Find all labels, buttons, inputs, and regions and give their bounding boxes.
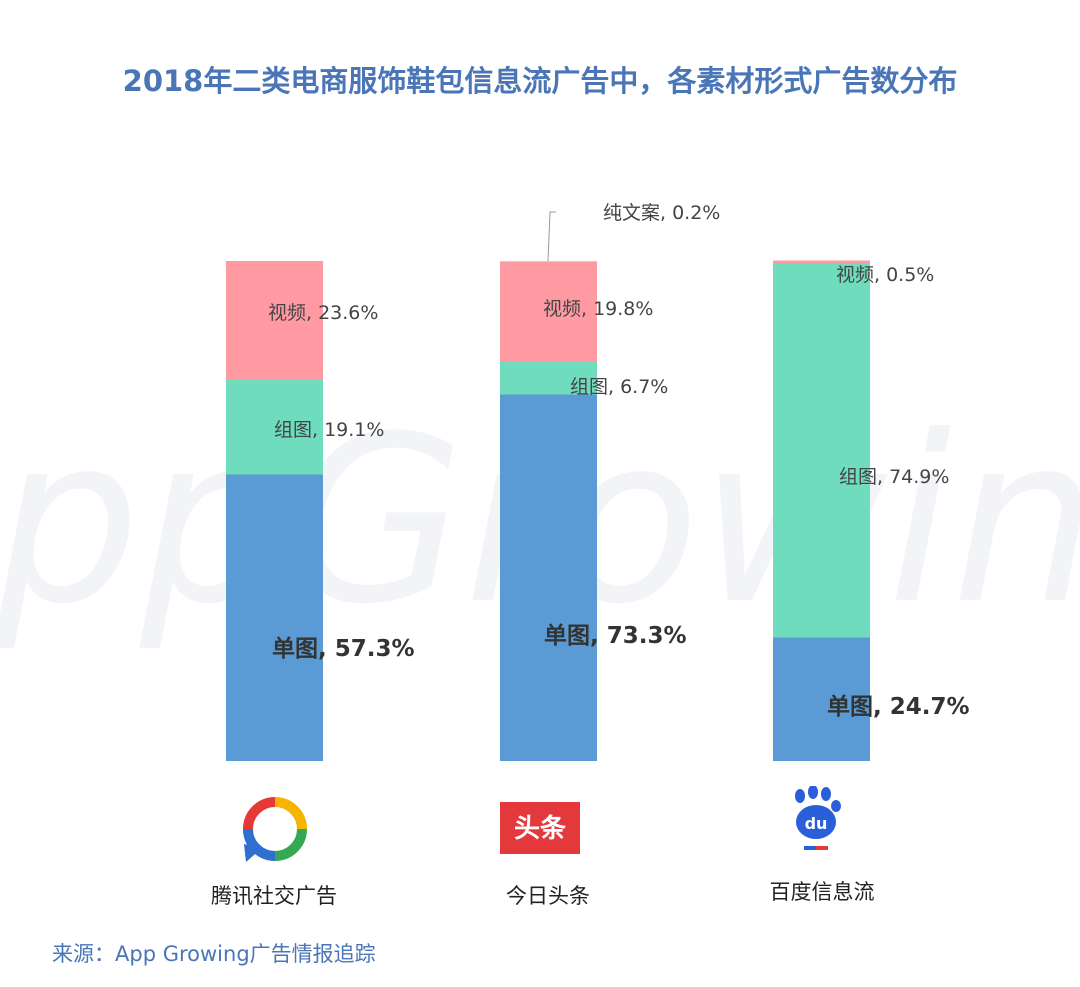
toutiao-logo-text: 头条 xyxy=(514,814,567,844)
platform-label-toutiao: 今日头条 xyxy=(506,884,590,908)
bar-segment-单图-0 xyxy=(226,474,323,761)
data-label-单图-1: 单图, 73.3% xyxy=(544,623,687,649)
bar-segment-纯文案-1 xyxy=(500,261,597,262)
bar-segment-视频-1 xyxy=(500,262,597,361)
bar-segment-组图-2 xyxy=(773,263,870,638)
bar-segment-视频-0 xyxy=(226,261,323,379)
data-label-纯文案-1: 纯文案, 0.2% xyxy=(603,202,720,224)
chart-title: 2018年二类电商服饰鞋包信息流广告中，各素材形式广告数分布 xyxy=(122,64,958,98)
bar-segment-视频-2 xyxy=(773,260,870,263)
platform-label-tencent: 腾讯社交广告 xyxy=(211,884,337,908)
data-label-视频-2: 视频, 0.5% xyxy=(836,264,934,286)
bar-segment-组图-0 xyxy=(226,379,323,475)
bar-segment-单图-1 xyxy=(500,394,597,761)
svg-text:du: du xyxy=(805,814,828,833)
data-label-组图-0: 组图, 19.1% xyxy=(274,419,384,441)
toutiao-logo: 头条 xyxy=(500,802,580,854)
data-label-单图-2: 单图, 24.7% xyxy=(827,694,970,720)
data-label-视频-0: 视频, 23.6% xyxy=(268,302,378,324)
tencent-social-ads-logo xyxy=(243,797,307,862)
data-label-视频-1: 视频, 19.8% xyxy=(543,298,653,320)
data-label-组图-1: 组图, 6.7% xyxy=(570,376,668,398)
data-label-组图-2: 组图, 74.9% xyxy=(839,466,949,488)
leader-line-纯文案 xyxy=(547,211,556,262)
data-label-单图-0: 单图, 57.3% xyxy=(272,636,415,662)
bar-segment-单图-2 xyxy=(773,637,870,761)
source-note: 来源：App Growing广告情报追踪 xyxy=(52,942,376,966)
platform-label-baidu: 百度信息流 xyxy=(769,880,875,904)
baidu-logo: du xyxy=(795,786,841,850)
bar-segment-组图-1 xyxy=(500,361,597,395)
